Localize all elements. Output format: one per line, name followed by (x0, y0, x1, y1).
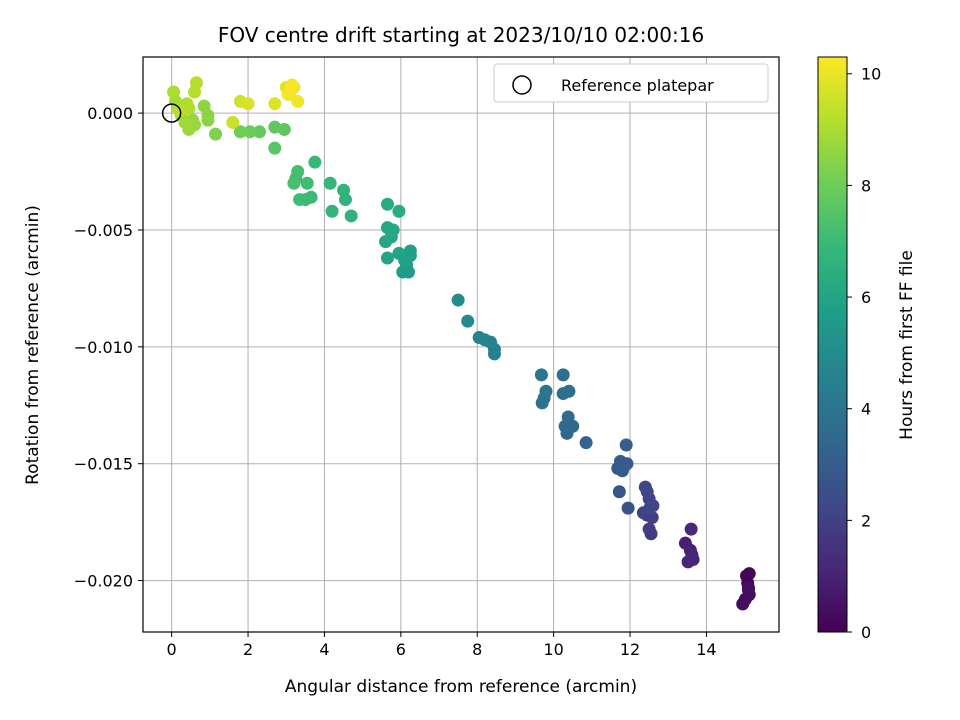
data-point (325, 204, 339, 218)
y-tick-label: −0.020 (74, 572, 133, 591)
y-tick-label: 0.000 (87, 104, 133, 123)
data-point (539, 384, 553, 398)
data-point (293, 193, 307, 207)
colorbar-tick-label: 6 (861, 288, 871, 307)
colorbar-tick-label: 8 (861, 176, 871, 195)
x-tick-label: 8 (472, 640, 482, 659)
data-point (268, 97, 282, 111)
reference-marker (161, 103, 182, 123)
data-point (253, 125, 267, 139)
data-point (615, 464, 629, 478)
data-point (534, 368, 548, 382)
colorbar-gradient (817, 56, 848, 633)
data-point (172, 104, 186, 118)
data-point (621, 501, 635, 515)
legend-marker-reference (512, 75, 532, 95)
grid (143, 57, 779, 632)
colorbar-label: Hours from first FF file (897, 250, 917, 440)
data-point (561, 410, 575, 424)
data-point (556, 368, 570, 382)
data-point (243, 125, 257, 139)
data-point (392, 246, 406, 260)
data-point (300, 176, 314, 190)
data-point (226, 115, 240, 129)
colorbar-tick-label: 4 (861, 400, 871, 419)
data-point (233, 125, 247, 139)
x-tick-label: 2 (243, 640, 253, 659)
x-axis-ticks: 0 2 4 6 8 10 12 14 (167, 632, 717, 659)
x-tick-label: 0 (167, 640, 177, 659)
data-point (392, 204, 406, 218)
data-point (638, 480, 652, 494)
legend-label-reference: Reference platepar (561, 76, 714, 95)
data-point (686, 553, 700, 567)
data-points (167, 76, 756, 611)
y-axis-label: Rotation from reference (arcmin) (23, 205, 43, 485)
x-tick-label: 14 (696, 640, 716, 659)
data-point (189, 76, 203, 90)
data-point (579, 436, 593, 450)
x-axis-label: Angular distance from reference (arcmin) (285, 677, 637, 697)
x-tick-label: 10 (543, 640, 563, 659)
data-point (451, 293, 465, 307)
x-tick-label: 12 (620, 640, 640, 659)
data-point (642, 522, 656, 536)
x-tick-label: 6 (396, 640, 406, 659)
data-point (167, 85, 181, 99)
data-point (209, 127, 223, 141)
y-axis-ticks: 0.000 −0.005 −0.010 −0.015 −0.020 (74, 104, 143, 591)
legend-box (493, 63, 769, 103)
data-point (472, 330, 486, 344)
data-point (268, 120, 282, 134)
colorbar-tick-label: 2 (861, 511, 871, 530)
data-point (612, 485, 626, 499)
plot-frame (142, 56, 780, 633)
data-point (291, 94, 305, 108)
data-point (323, 176, 337, 190)
y-tick-label: −0.015 (74, 455, 133, 474)
data-point (619, 438, 633, 452)
data-point (337, 183, 351, 197)
data-point (403, 244, 417, 258)
colorbar-tick-label: 0 (861, 623, 871, 642)
data-point (380, 221, 394, 235)
x-tick-label: 4 (319, 640, 329, 659)
data-point (268, 141, 282, 155)
chart-title: FOV centre drift starting at 2023/10/10 … (218, 23, 704, 47)
data-point (241, 97, 255, 111)
data-point (380, 197, 394, 211)
data-point (736, 597, 750, 611)
data-point (380, 251, 394, 265)
data-point (643, 501, 657, 515)
legend: Reference platepar (493, 63, 769, 103)
data-point (308, 155, 322, 169)
y-tick-label: −0.005 (74, 221, 133, 240)
data-point (556, 387, 570, 401)
data-point (344, 209, 358, 223)
colorbar: 0 2 4 6 8 10 Hours from first FF file (817, 56, 917, 642)
data-point (461, 314, 475, 328)
data-point (287, 176, 301, 190)
data-point (197, 99, 211, 113)
data-point (285, 78, 299, 92)
colorbar-ticks: 0 2 4 6 8 10 (847, 65, 881, 642)
data-point (291, 165, 305, 179)
reference-platepar-marker (161, 103, 182, 123)
data-point (741, 581, 755, 595)
data-point (684, 522, 698, 536)
colorbar-tick-label: 10 (861, 65, 881, 84)
y-tick-label: −0.010 (74, 338, 133, 357)
